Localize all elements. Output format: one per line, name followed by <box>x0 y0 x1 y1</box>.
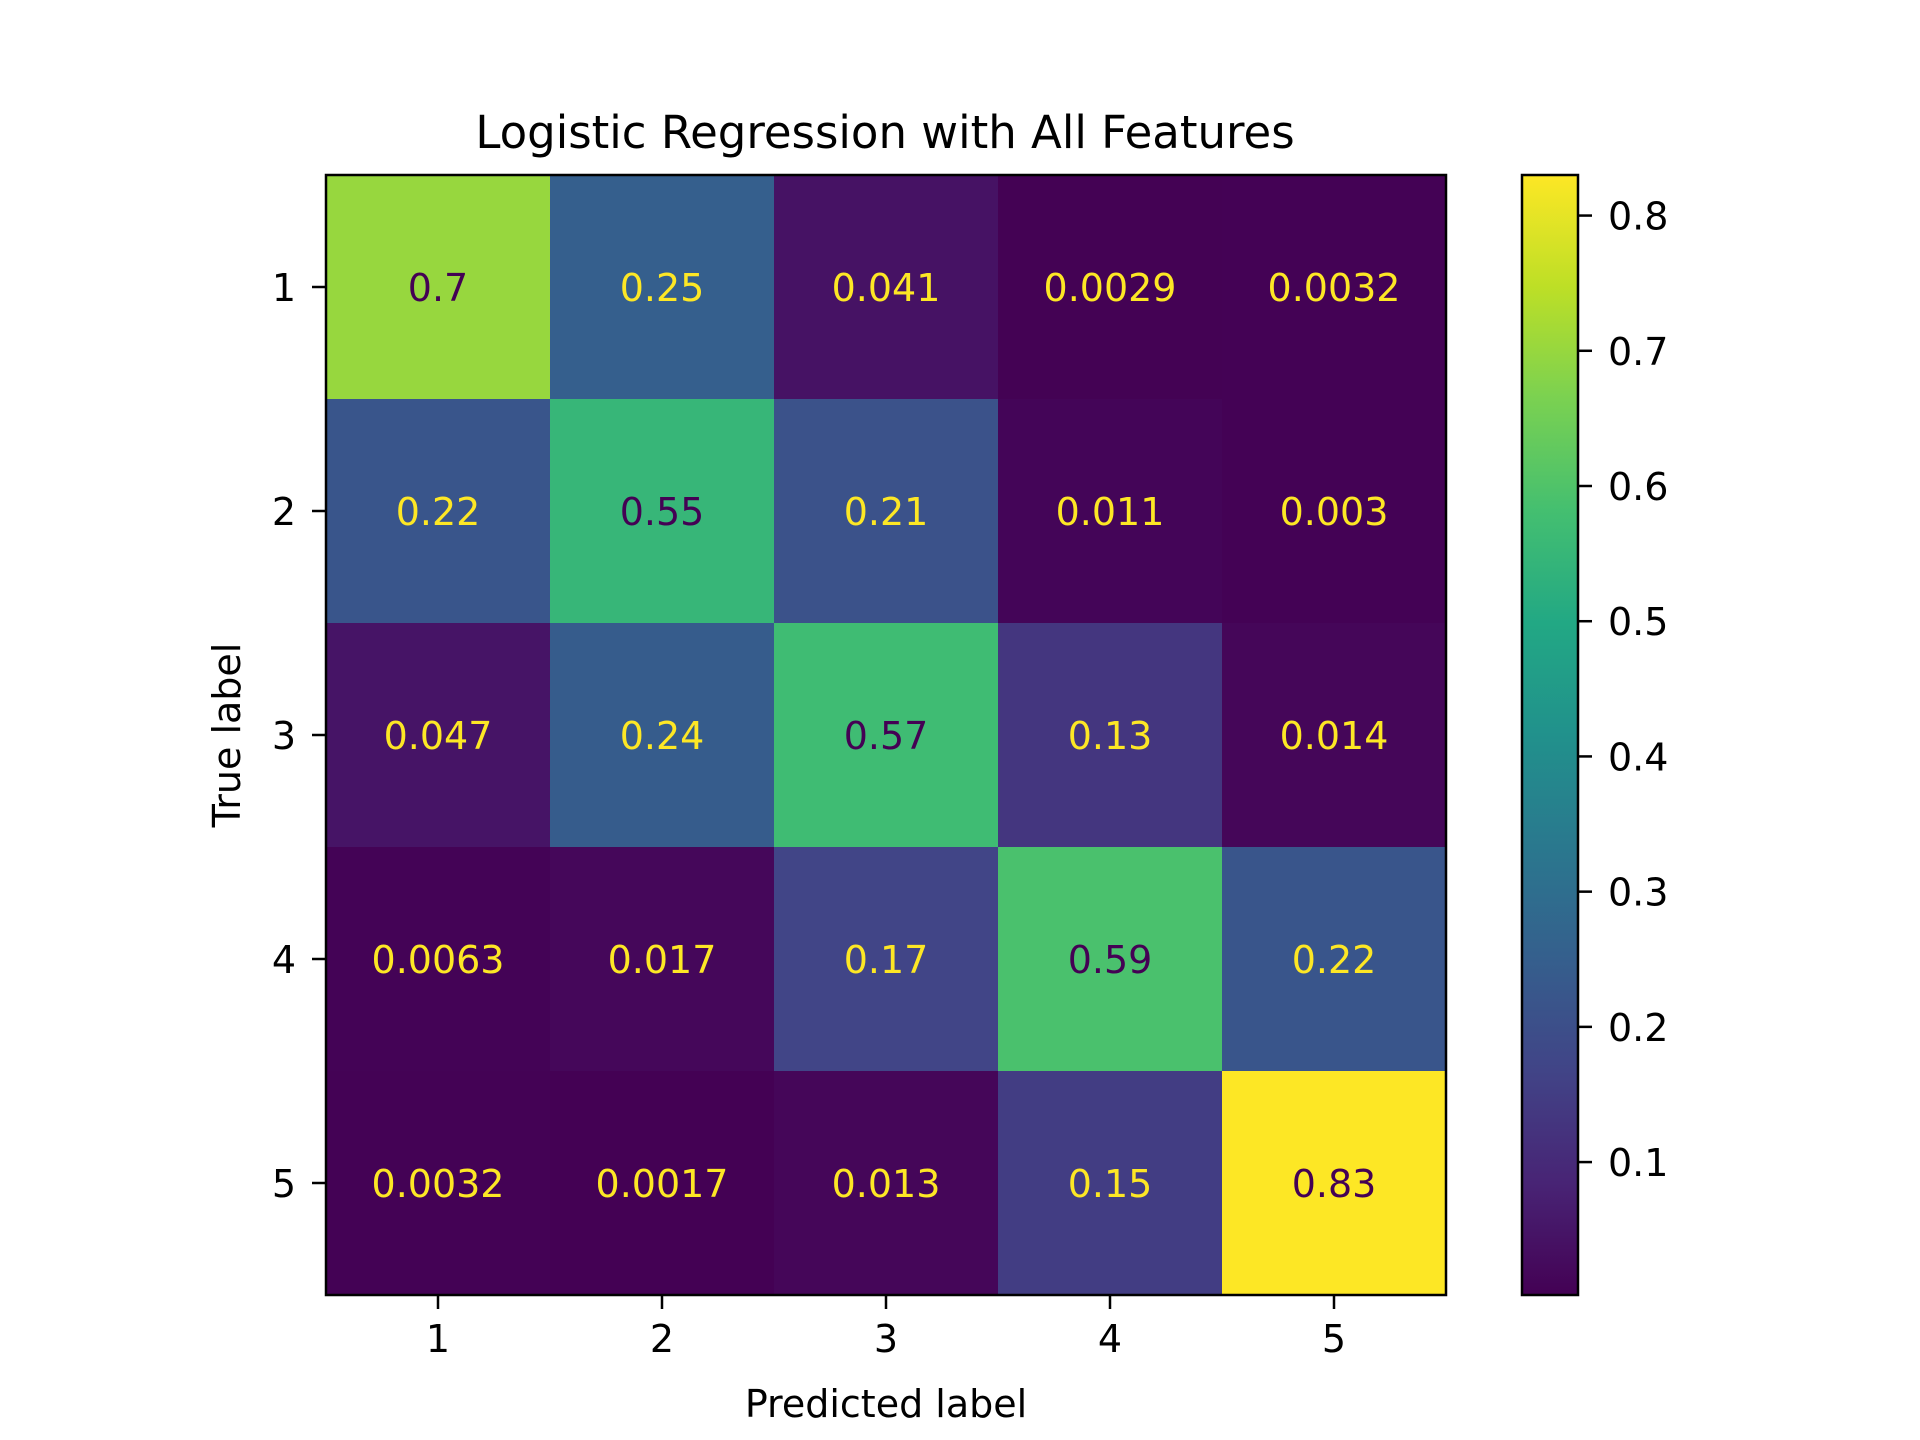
x-axis-label: Predicted label <box>745 1382 1027 1426</box>
colorbar-tick-label-1: 0.2 <box>1608 1006 1668 1050</box>
heatmap-cell-r2-c4 <box>998 399 1223 624</box>
colorbar-tick-label-7: 0.8 <box>1608 195 1668 239</box>
colorbar-tick-label-5: 0.6 <box>1608 465 1668 509</box>
heatmap-cell-r3-c4 <box>998 623 1223 848</box>
heatmap-cell-r1-c5 <box>1222 175 1447 400</box>
heatmap-cell-r1-c3 <box>774 175 999 400</box>
cell-label-r2-c3: 0.21 <box>844 490 929 534</box>
heatmap-cell-r1-c4 <box>998 175 1223 400</box>
cell-label-r4-c4: 0.59 <box>1068 938 1153 982</box>
heatmap-cells <box>326 175 1447 1296</box>
heatmap-cell-r4-c1 <box>326 847 551 1072</box>
cell-label-r5-c3: 0.013 <box>832 1162 941 1206</box>
cell-label-r4-c3: 0.17 <box>844 938 929 982</box>
y-tick-label-5: 5 <box>272 1162 296 1206</box>
cell-label-r5-c5: 0.83 <box>1292 1162 1377 1206</box>
heatmap-cell-r1-c1 <box>326 175 551 400</box>
heatmap-cell-r5-c3 <box>774 1071 999 1296</box>
colorbar-tick-label-3: 0.4 <box>1608 735 1668 779</box>
heatmap-cell-r2-c5 <box>1222 399 1447 624</box>
cell-label-r2-c2: 0.55 <box>620 490 705 534</box>
heatmap-cell-r4-c5 <box>1222 847 1447 1072</box>
colorbar: 0.1 0.2 0.3 0.4 0.5 0.6 0.7 0.8 <box>1520 173 1668 1297</box>
cell-label-r1-c1: 0.7 <box>408 266 468 310</box>
y-tick-label-3: 3 <box>272 714 296 758</box>
chart-title: Logistic Regression with All Features <box>475 106 1294 159</box>
cell-label-r2-c4: 0.011 <box>1056 490 1165 534</box>
colorbar-tick-label-2: 0.3 <box>1608 871 1668 915</box>
x-tick-label-2: 2 <box>650 1317 674 1361</box>
cell-label-r1-c5: 0.0032 <box>1268 266 1401 310</box>
heatmap-cell-r4-c3 <box>774 847 999 1072</box>
colorbar-ticks: 0.1 0.2 0.3 0.4 0.5 0.6 0.7 0.8 <box>1578 195 1668 1185</box>
heatmap-cell-r1-c2 <box>550 175 775 400</box>
heatmap-cell-r4-c2 <box>550 847 775 1072</box>
x-tick-label-4: 4 <box>1098 1317 1122 1361</box>
heatmap-cell-r3-c1 <box>326 623 551 848</box>
x-tick-label-3: 3 <box>874 1317 898 1361</box>
y-axis: 1 2 3 4 5 <box>272 266 326 1206</box>
cell-label-r3-c5: 0.014 <box>1280 714 1389 758</box>
heatmap-cell-r2-c1 <box>326 399 551 624</box>
cell-label-r4-c5: 0.22 <box>1292 938 1377 982</box>
cell-label-r1-c4: 0.0029 <box>1044 266 1177 310</box>
colorbar-tick-label-6: 0.7 <box>1608 330 1668 374</box>
cell-label-r4-c2: 0.017 <box>608 938 717 982</box>
x-axis: 1 2 3 4 5 <box>426 1295 1346 1361</box>
colorbar-gradient <box>1522 175 1578 1295</box>
heatmap-cell-r5-c4 <box>998 1071 1223 1296</box>
colorbar-tick-label-0: 0.1 <box>1608 1141 1668 1185</box>
cell-label-r3-c1: 0.047 <box>384 714 493 758</box>
heatmap-cell-labels: 0.7 0.25 0.041 0.0029 0.0032 0.22 0.55 0.21 0.01… <box>372 266 1401 1206</box>
colorbar-tick-label-4: 0.5 <box>1608 600 1668 644</box>
heatmap-cell-r5-c2 <box>550 1071 775 1296</box>
heatmap-cell-r5-c5 <box>1222 1071 1447 1296</box>
cell-label-r5-c2: 0.0017 <box>596 1162 729 1206</box>
heatmap-cell-r4-c4 <box>998 847 1223 1072</box>
y-tick-label-1: 1 <box>272 266 296 310</box>
cell-label-r5-c4: 0.15 <box>1068 1162 1153 1206</box>
y-axis-label: True label <box>205 643 249 829</box>
y-tick-label-4: 4 <box>272 938 296 982</box>
heatmap-cell-r3-c3 <box>774 623 999 848</box>
cell-label-r2-c5: 0.003 <box>1280 490 1389 534</box>
cell-label-r1-c2: 0.25 <box>620 266 705 310</box>
x-tick-label-5: 5 <box>1322 1317 1346 1361</box>
heatmap-cell-r2-c2 <box>550 399 775 624</box>
heatmap-cell-r2-c3 <box>774 399 999 624</box>
heatmap-cell-r3-c5 <box>1222 623 1447 848</box>
cell-label-r5-c1: 0.0032 <box>372 1162 505 1206</box>
colorbar-frame <box>1520 173 1580 1297</box>
cell-label-r3-c4: 0.13 <box>1068 714 1153 758</box>
cell-label-r1-c3: 0.041 <box>832 266 941 310</box>
x-tick-label-1: 1 <box>426 1317 450 1361</box>
cell-label-r3-c3: 0.57 <box>844 714 929 758</box>
cell-label-r2-c1: 0.22 <box>396 490 481 534</box>
cell-label-r3-c2: 0.24 <box>620 714 705 758</box>
heatmap-cell-r3-c2 <box>550 623 775 848</box>
y-tick-label-2: 2 <box>272 490 296 534</box>
cell-label-r4-c1: 0.0063 <box>372 938 505 982</box>
heatmap-cell-r5-c1 <box>326 1071 551 1296</box>
